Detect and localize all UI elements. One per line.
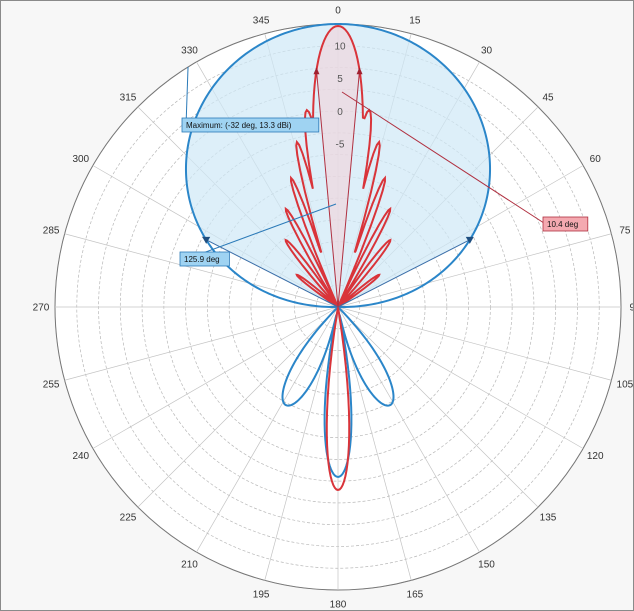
blue-beam-edge-line xyxy=(337,239,471,308)
angle-label-90: 90 xyxy=(629,303,633,314)
radial-tick-labels: 10 5 0 -5 xyxy=(334,42,346,151)
radial-tick-10: 10 xyxy=(334,42,346,53)
angle-label-195: 195 xyxy=(253,589,270,600)
grid-spoke xyxy=(337,306,612,381)
annotation-red-beamwidth-text: 10.4 deg xyxy=(547,220,578,229)
annotation-red-beamwidth-leader xyxy=(341,91,548,226)
blue-edge-marker xyxy=(465,236,474,244)
red-edge-marker xyxy=(356,67,363,75)
angle-label-15: 15 xyxy=(409,16,421,27)
angle-label-45: 45 xyxy=(542,92,554,103)
annotation-maximum-text: Maximum: (-32 deg, 13.3 dBi) xyxy=(186,121,292,130)
red-edge-marker xyxy=(313,67,320,75)
annotation-maximum: Maximum: (-32 deg, 13.3 dBi) xyxy=(181,66,320,133)
angle-label-315: 315 xyxy=(120,92,137,103)
angle-label-75: 75 xyxy=(619,226,631,237)
angle-label-30: 30 xyxy=(481,45,493,56)
angle-label-120: 120 xyxy=(587,451,604,462)
angle-label-345: 345 xyxy=(253,16,270,27)
angle-label-270: 270 xyxy=(33,303,50,314)
grid-spoke xyxy=(337,306,480,553)
grid-spoke xyxy=(337,233,612,308)
grid-spoke xyxy=(92,306,339,449)
grid-spoke xyxy=(196,306,339,553)
angle-label-150: 150 xyxy=(478,560,495,571)
annotation-blue-beamwidth: 125.9 deg xyxy=(179,203,337,267)
grid-spoke xyxy=(137,306,339,508)
angle-label-210: 210 xyxy=(181,560,198,571)
grid-spoke xyxy=(337,306,584,449)
angle-label-255: 255 xyxy=(43,379,60,390)
red-beam-edge-line xyxy=(337,70,361,308)
annotation-red-beamwidth: 10.4 deg xyxy=(341,91,589,232)
angle-label-60: 60 xyxy=(590,154,602,165)
beamwidth-markers xyxy=(202,67,474,308)
annotation-blue-beamwidth-box xyxy=(179,251,230,267)
grid-spoke xyxy=(64,306,339,381)
annotation-blue-beamwidth-leader xyxy=(183,203,337,261)
annotation-maximum-box xyxy=(181,117,320,133)
annotation-red-beamwidth-box xyxy=(542,216,589,232)
annotation-maximum-leader xyxy=(185,66,189,127)
angle-label-300: 300 xyxy=(72,154,89,165)
grid-spoke xyxy=(337,306,539,508)
angle-label-285: 285 xyxy=(43,226,60,237)
angle-label-135: 135 xyxy=(540,513,557,524)
radial-tick-0: 0 xyxy=(337,107,343,118)
angle-labels: 0153045607590105120135150165180195210225… xyxy=(33,6,633,611)
blue-beam-edge-line xyxy=(205,239,339,308)
angle-label-165: 165 xyxy=(407,589,424,600)
annotation-blue-beamwidth-text: 125.9 deg xyxy=(184,255,220,264)
angle-label-225: 225 xyxy=(120,513,137,524)
grid-spoke xyxy=(64,233,339,308)
red-beam-edge-line xyxy=(315,70,339,308)
annotations: Maximum: (-32 deg, 13.3 dBi) 125.9 deg 10.… xyxy=(179,66,589,267)
blue-edge-marker xyxy=(202,236,211,244)
angle-label-330: 330 xyxy=(181,45,198,56)
angle-label-180: 180 xyxy=(330,600,347,611)
radial-tick--5: -5 xyxy=(336,140,345,151)
angle-label-240: 240 xyxy=(72,451,89,462)
series-red-pattern xyxy=(284,24,392,492)
angle-label-105: 105 xyxy=(617,379,633,390)
angle-label-0: 0 xyxy=(335,6,341,17)
radial-tick-5: 5 xyxy=(337,74,343,85)
pattern-series xyxy=(184,22,492,492)
